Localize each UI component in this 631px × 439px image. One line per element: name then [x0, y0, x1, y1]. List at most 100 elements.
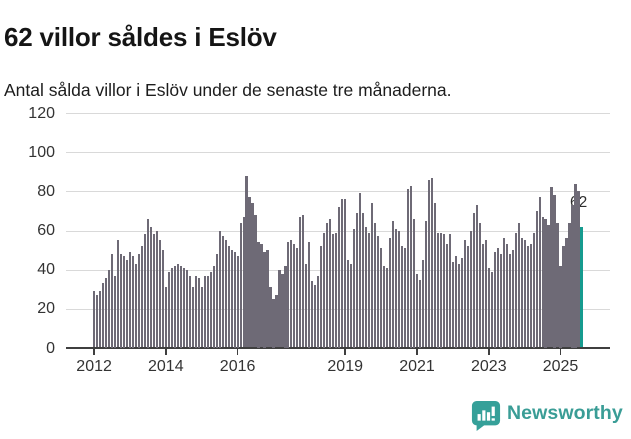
bar: [568, 222, 571, 348]
bar: [116, 240, 120, 348]
bar: [176, 263, 179, 348]
bar: [380, 248, 383, 348]
bar: [224, 240, 227, 348]
bar: [565, 238, 568, 348]
bar: [392, 220, 395, 348]
bar: [93, 291, 96, 348]
bar: [475, 205, 478, 348]
gridline: [66, 269, 610, 271]
bar: [562, 246, 565, 348]
bar: [478, 222, 481, 348]
bar: [197, 277, 200, 348]
x-axis-tick: [559, 349, 562, 355]
bar: [353, 228, 356, 348]
page-title: 62 villor såldes i Eslöv: [4, 22, 277, 53]
bar: [368, 232, 371, 348]
bar: [421, 259, 425, 348]
bar: [308, 242, 311, 348]
bar: [191, 287, 194, 348]
bar: [227, 246, 230, 348]
bar: [296, 248, 299, 348]
bar: [281, 273, 284, 348]
bar: [544, 218, 547, 348]
bar: [493, 252, 496, 348]
bar: [577, 191, 580, 348]
bar: [233, 252, 236, 348]
bar: [266, 250, 269, 348]
bar: [520, 238, 523, 348]
bar: [140, 246, 143, 348]
bar: [326, 222, 329, 348]
bar: [377, 236, 380, 348]
bar: [371, 203, 374, 348]
bar: [356, 212, 359, 348]
bar: [119, 254, 123, 348]
bar: [499, 254, 502, 348]
y-axis-label: 20: [37, 300, 55, 318]
bar: [236, 256, 239, 348]
bar: [508, 254, 511, 348]
y-axis-label: 60: [37, 222, 55, 239]
bar: [290, 240, 293, 348]
bar: [287, 242, 290, 348]
bar: [278, 269, 281, 348]
bar: [317, 275, 320, 348]
bar: [415, 273, 419, 348]
bar: [215, 254, 218, 348]
x-axis-tick: [93, 349, 95, 355]
bar: [248, 197, 251, 348]
bar: [403, 248, 407, 348]
bar: [335, 232, 338, 348]
bar: [152, 234, 155, 348]
bar: [460, 257, 463, 348]
bar: [329, 218, 332, 348]
x-axis-tick: [236, 349, 239, 355]
bar: [128, 252, 132, 348]
bar: [284, 265, 287, 348]
bar: [212, 265, 215, 348]
gridline: [66, 191, 610, 193]
bar: [269, 287, 272, 348]
bar: [553, 195, 556, 348]
chart-subtitle: Antal sålda villor i Eslöv under de sena…: [4, 79, 452, 100]
bar: [511, 250, 514, 348]
bar: [155, 230, 158, 348]
gridline: [66, 113, 610, 114]
bar: [454, 256, 457, 348]
bar: [221, 236, 224, 348]
bar: [251, 203, 254, 348]
bar: [397, 230, 401, 348]
bar: [389, 238, 392, 348]
bar: [182, 267, 185, 348]
bar: [365, 226, 368, 348]
bar: [362, 212, 365, 348]
x-axis-label: 2023: [471, 358, 507, 375]
bar: [167, 271, 170, 348]
bar: [242, 216, 245, 348]
bar: [472, 212, 475, 348]
bar: [218, 230, 221, 348]
bar: [158, 240, 161, 348]
bar: [418, 279, 422, 348]
bar: [517, 222, 520, 348]
x-axis-tick: [165, 349, 167, 355]
newsworthy-logo: Newsworthy: [471, 400, 623, 431]
bar: [98, 291, 102, 348]
bar: [514, 232, 517, 348]
x-axis-label: 2019: [327, 358, 363, 375]
bar: [104, 277, 108, 348]
bar: [451, 261, 454, 348]
bar: [311, 281, 314, 348]
bar: [481, 244, 484, 348]
bar: [113, 275, 117, 348]
bar: [200, 287, 203, 348]
bar: [263, 252, 266, 348]
y-axis-label: 120: [28, 104, 55, 122]
bar: [505, 244, 508, 348]
bar: [194, 275, 197, 348]
x-axis-label: 2021: [399, 358, 435, 375]
bar: [125, 259, 129, 348]
bar: [374, 222, 377, 348]
bar: [332, 234, 335, 348]
